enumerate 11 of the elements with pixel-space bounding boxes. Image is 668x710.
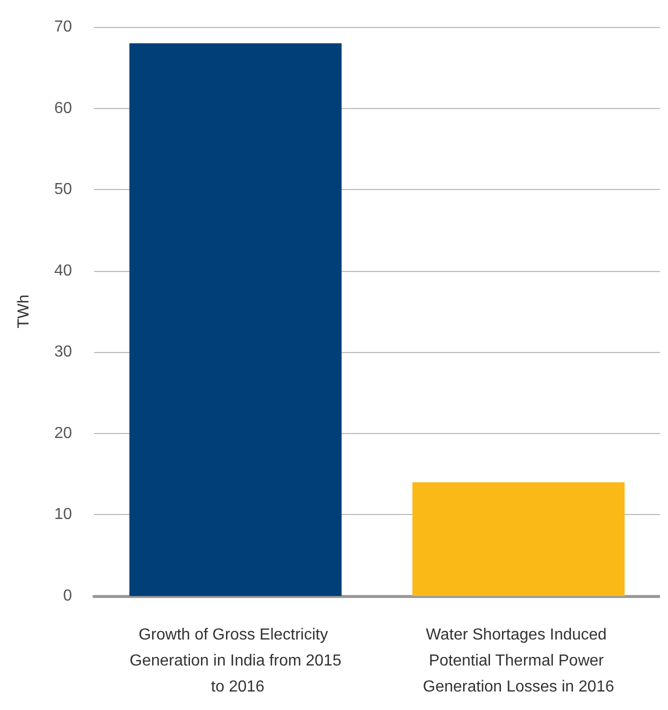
x-tick-label: Water Shortages Induced Potential Thermal Power Generation Losses in 2016: [422, 626, 614, 696]
y-tick-label: 30: [54, 344, 72, 361]
y-tick-label: 10: [54, 506, 72, 524]
x-tick-label: Growth of Gross Electricity Generation in India from 2015 to 2016: [130, 626, 342, 696]
y-tick-label: 20: [54, 424, 72, 442]
y-tick-label: 60: [54, 100, 72, 117]
y-tick-label: 50: [54, 181, 72, 198]
y-tick-label: 70: [54, 18, 72, 36]
y-tick-label: 0: [63, 588, 72, 604]
y-tick-label: 40: [54, 262, 72, 280]
y-axis-title: TWh: [16, 294, 32, 328]
